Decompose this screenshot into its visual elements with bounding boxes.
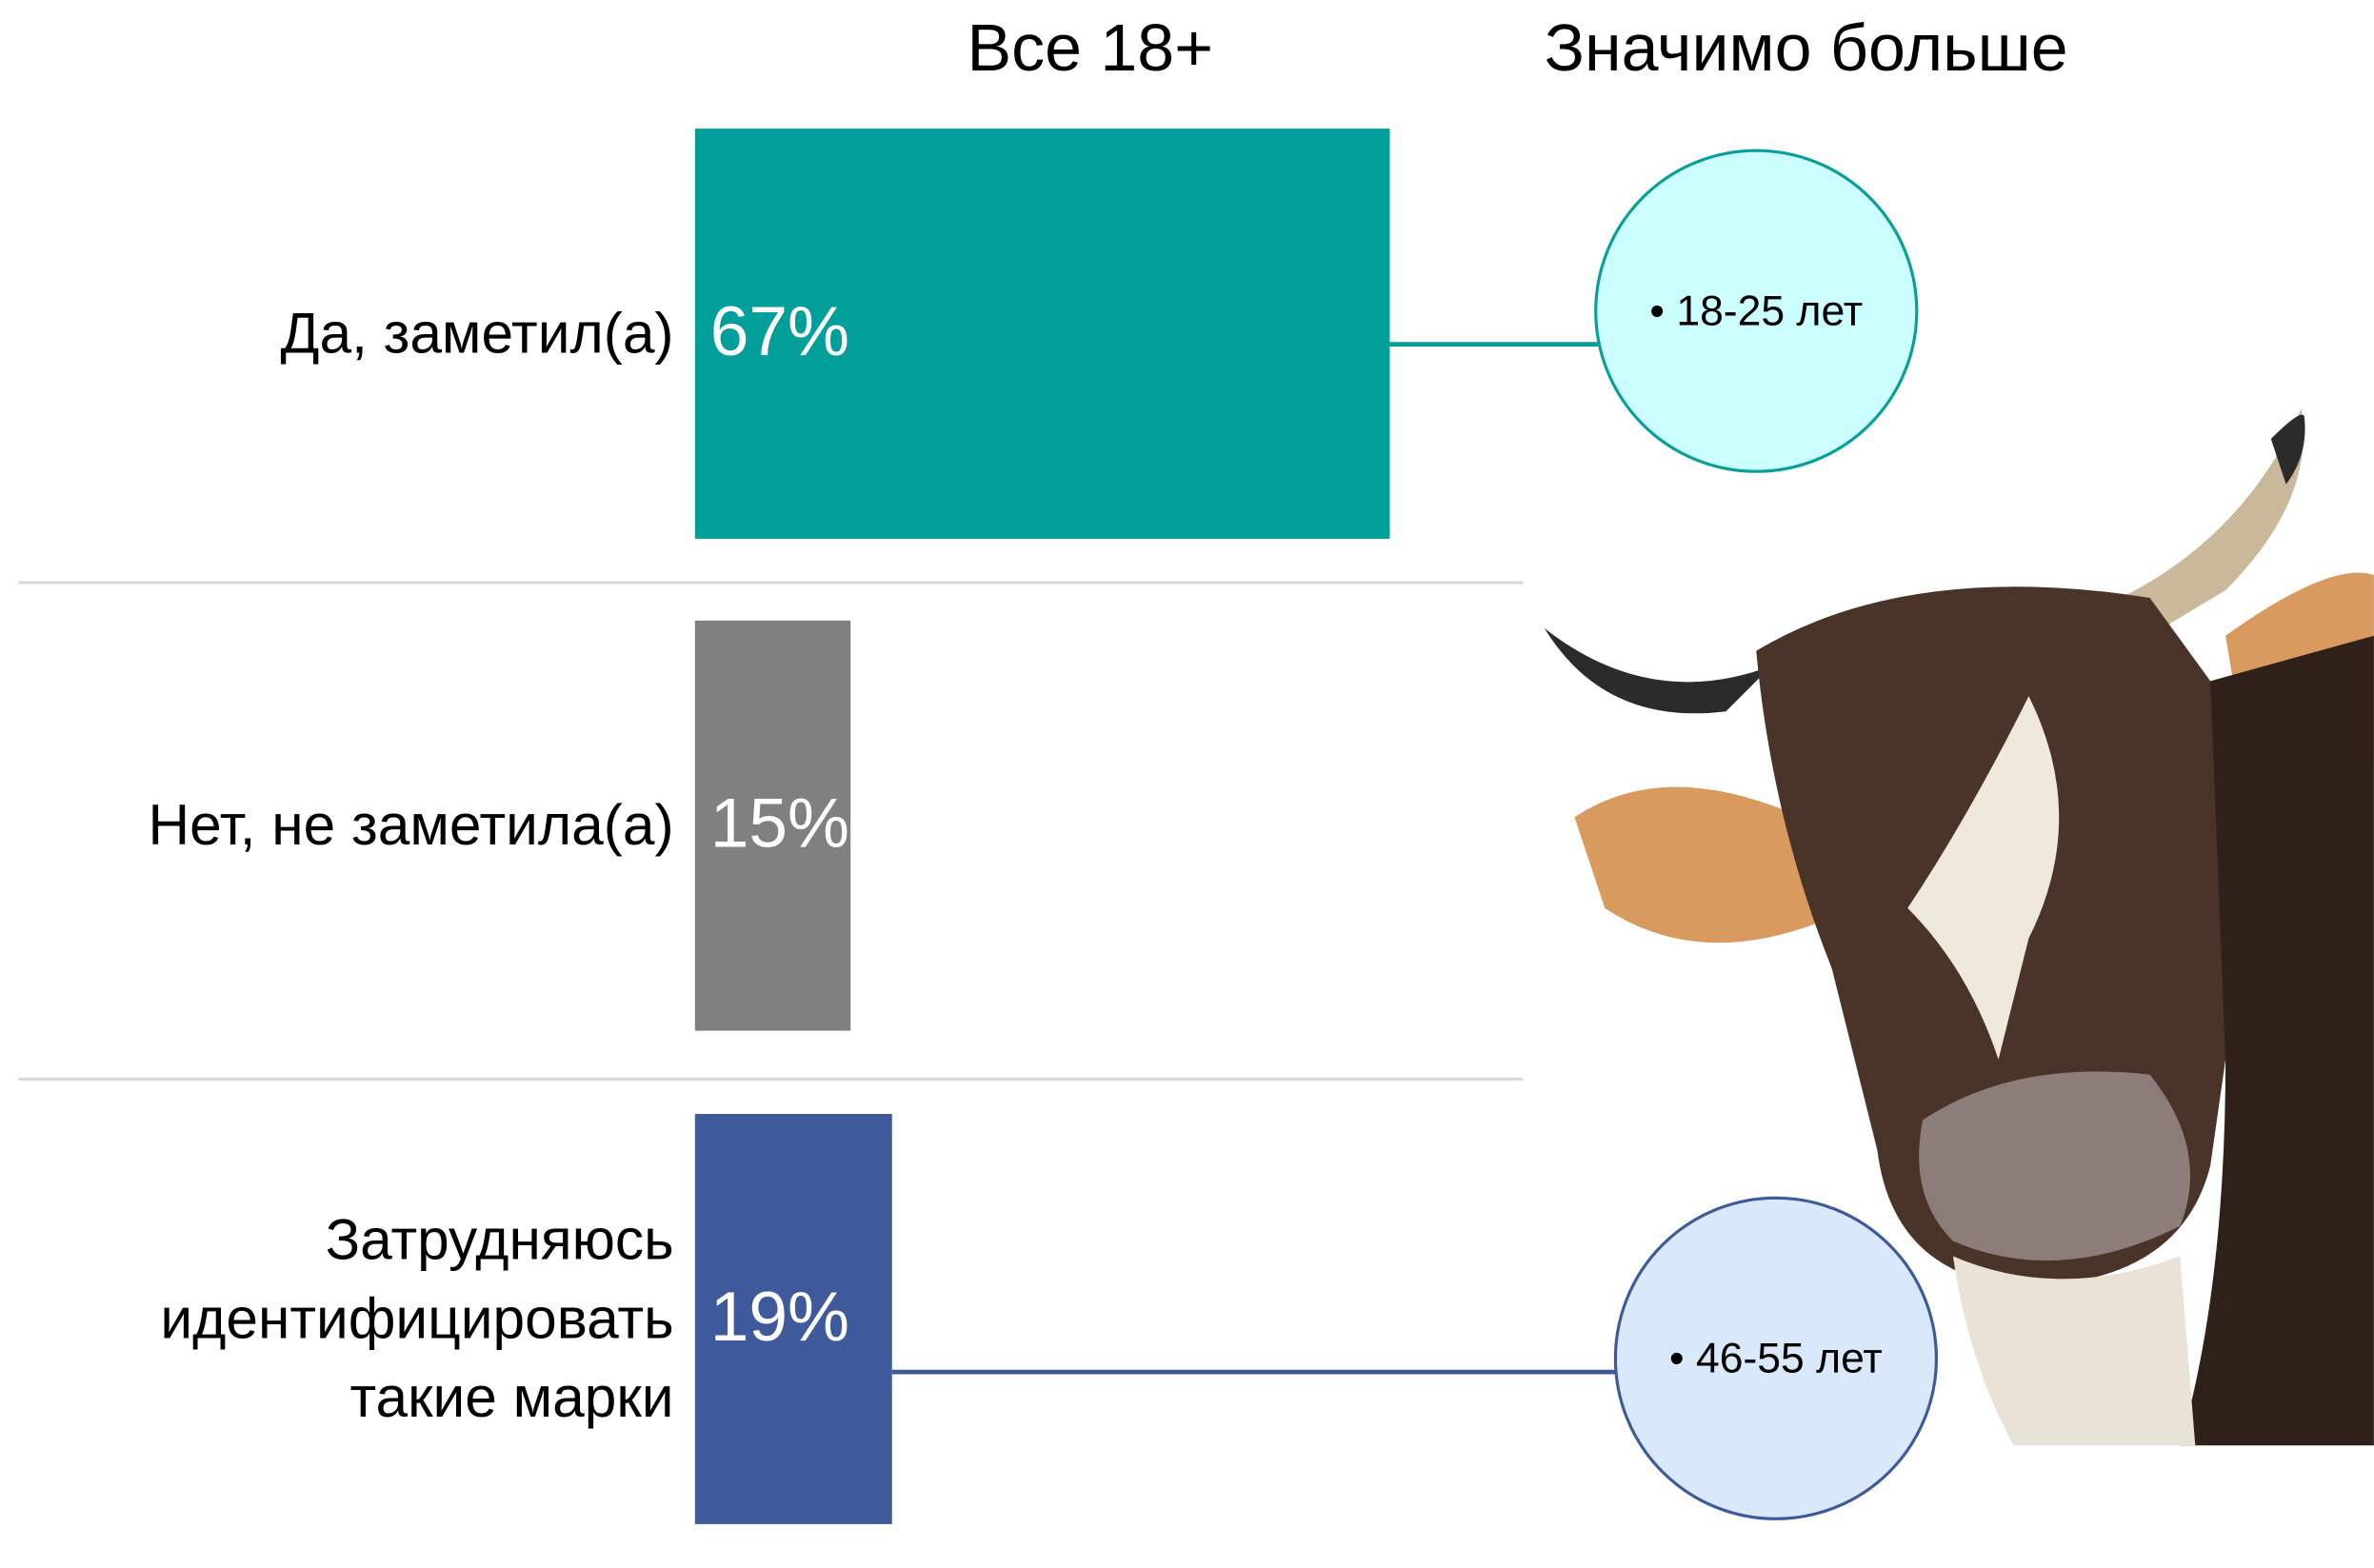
category-label: Нет, не заметила(а) [148, 793, 674, 858]
category-label-box: Нет, не заметила(а) [148, 793, 674, 858]
category-label: Затрудняюсь идентифицировать такие марки [160, 1208, 674, 1430]
column-header: Значимо больше [1545, 10, 2068, 85]
bar [694, 1114, 892, 1524]
value-label: 67% [710, 293, 849, 370]
column-header: Все 18+ [967, 10, 1213, 85]
category-label-box: Затрудняюсь идентифицировать такие марки [160, 1208, 674, 1430]
value-label: 15% [710, 785, 849, 863]
highlight-label: • 46-55 лет [1669, 1336, 1883, 1382]
value-label: 19% [710, 1279, 849, 1356]
highlight-circle [1594, 149, 1919, 473]
highlight-label: • 18-25 лет [1649, 288, 1863, 335]
bar [694, 129, 1390, 539]
cow-illustration [1544, 408, 2374, 1446]
highlight-circle [1613, 1196, 1939, 1520]
bar [694, 620, 851, 1031]
category-label: Да, заметил(а) [280, 302, 674, 366]
category-label-box: Да, заметил(а) [280, 302, 674, 366]
